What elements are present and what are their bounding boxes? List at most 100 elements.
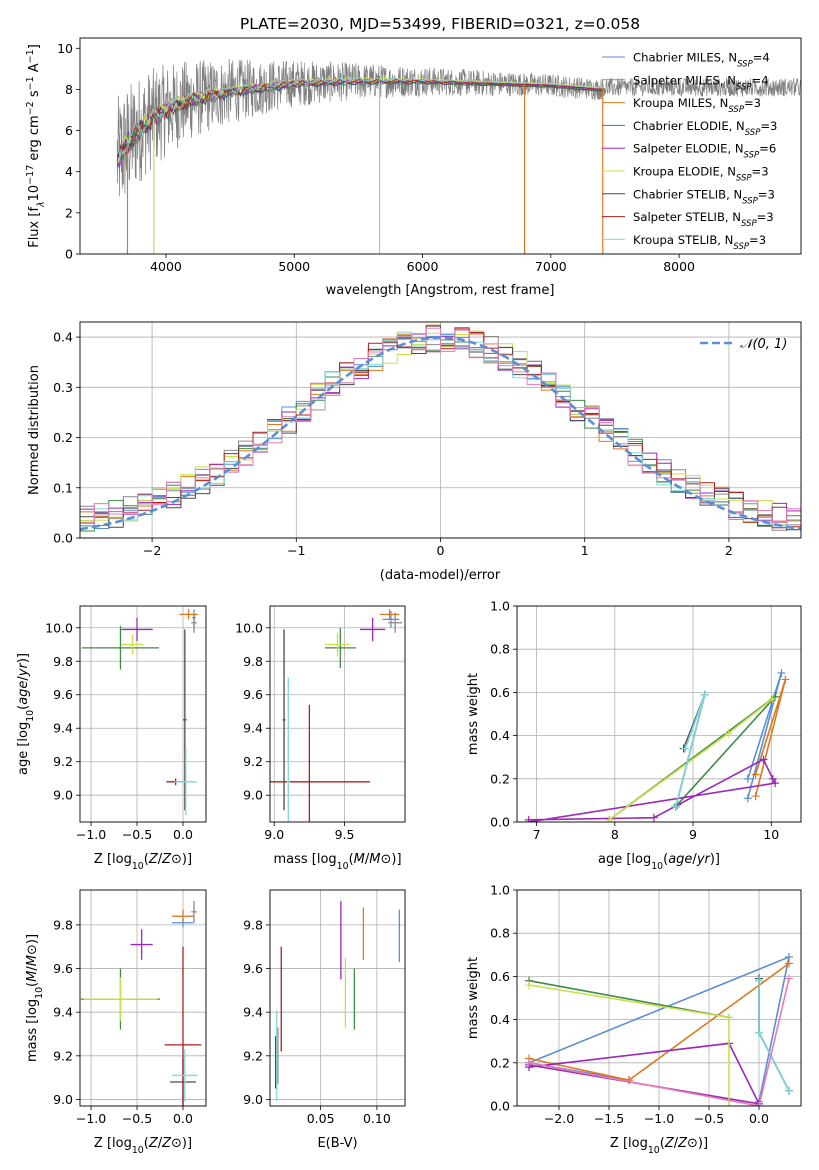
x-tick-label: 0: [437, 543, 445, 558]
panel-age_vs_mass: 9.0 9.5 9.0 9.2 9.4 9.6 9.8 10.0 mass [log10(M/M…: [235, 605, 406, 872]
weight-point-marker: [755, 1028, 763, 1037]
legend-entry: Salpeter ELODIE, NSSP=6: [633, 142, 776, 161]
weight-point-marker: [743, 794, 752, 803]
panel-mass_vs_Z: −1.0 −0.5 0.0 9.0 9.2 9.4 9.6 9.8 Z [log10(Z/Z⊙)…: [25, 889, 207, 1156]
weight-point-marker: [759, 755, 768, 764]
y-tick-label: 0.0: [53, 531, 73, 546]
weight-point-marker: [755, 1102, 763, 1106]
y-tick-label: 0.4: [53, 330, 73, 345]
panel-residual_hist: −2 −1 0 1 2 0.0 0.1 0.2 0.3 0.4 𝒩(0, 1) (data-model…: [27, 321, 802, 583]
y-tick-label: 0.2: [490, 771, 510, 786]
x-axis-label: Z [log10(Z/Z⊙)]: [94, 1136, 192, 1156]
weight-point-marker: [768, 774, 777, 783]
y-tick-label: 0.4: [490, 1012, 510, 1027]
weight-point-marker: [751, 792, 760, 801]
weight-point-marker: [724, 729, 733, 738]
x-tick-label: 6000: [407, 259, 439, 274]
y-axis-label: Normed distribution: [27, 365, 42, 495]
y-tick-label: 9.4: [243, 721, 263, 736]
x-axis-label: age [log10(age/yr)]: [598, 852, 720, 872]
x-tick-label: 7: [533, 827, 541, 842]
y-tick-label: 0.6: [490, 685, 510, 700]
x-tick-label: 9: [689, 827, 697, 842]
y-tick-label: 10.0: [45, 620, 73, 635]
panel-weight_vs_age: 7 8 9 10 0.0 0.2 0.4 0.6 0.8 1.0 age [log10(age/yr…: [466, 599, 802, 872]
y-tick-label: 9.2: [243, 754, 263, 769]
weight-point-marker: [625, 1076, 633, 1085]
y-tick-label: 9.6: [53, 687, 73, 702]
weight-series: [528, 758, 777, 822]
panel-spectrum: 4000 5000 6000 7000 8000 0 2 4 6 8 10 wavelength [A…: [25, 37, 802, 298]
weight-point-marker: [781, 675, 790, 684]
weight-point-marker: [725, 1013, 733, 1022]
x-axis-label: wavelength [Angstrom, rest frame]: [326, 283, 555, 298]
y-tick-label: 0.8: [490, 642, 510, 657]
x-tick-label: −0.5: [694, 1111, 724, 1126]
y-tick-label: 9.4: [53, 1005, 73, 1020]
y-tick-label: 9.0: [53, 788, 73, 803]
weight-point-marker: [771, 779, 780, 788]
x-tick-label: −1.0: [76, 827, 106, 842]
x-tick-label: 2: [725, 543, 733, 558]
plot-area: [80, 900, 202, 1106]
y-tick-label: 9.8: [243, 654, 263, 669]
legend-entry: Chabrier ELODIE, NSSP=3: [633, 119, 777, 138]
axes-frame: [79, 605, 207, 823]
y-tick-label: 0.0: [490, 815, 510, 830]
y-tick-label: 0.0: [490, 1099, 510, 1114]
axes-frame: [79, 889, 207, 1107]
y-tick-label: 10: [57, 41, 73, 56]
y-tick-label: 6: [65, 123, 73, 138]
weight-point-marker: [525, 981, 533, 990]
x-tick-label: 0.10: [363, 1111, 391, 1126]
plot-area: [274, 900, 401, 1102]
x-tick-label: 9.0: [264, 827, 284, 842]
weight-point-marker: [681, 744, 690, 753]
y-tick-label: 2: [65, 205, 73, 220]
legend-entry: Kroupa MILES, NSSP=3: [633, 96, 761, 115]
y-tick-label: 9.2: [53, 754, 73, 769]
legend: Chabrier MILES, NSSP=4 Salpeter MILES, NS…: [602, 51, 777, 252]
y-tick-label: 4: [65, 164, 73, 179]
observed-spectrum: [116, 59, 801, 197]
x-tick-label: −0.5: [122, 827, 152, 842]
x-tick-label: 0.0: [749, 1111, 769, 1126]
normal-reference-curve: [80, 336, 801, 531]
legend-entry: Salpeter MILES, NSSP=4: [633, 73, 769, 92]
y-tick-label: 9.8: [53, 917, 73, 932]
y-tick-label: 9.6: [243, 961, 263, 976]
x-tick-label: −1.0: [76, 1111, 106, 1126]
weight-point-marker: [605, 815, 614, 822]
y-tick-label: 0.3: [53, 380, 73, 395]
y-axis-label: mass [log10(M/M⊙)]: [25, 934, 45, 1062]
x-axis-label: Z [log10(Z/Z⊙)]: [94, 852, 192, 872]
x-tick-label: 8000: [663, 259, 695, 274]
y-tick-label: 1.0: [490, 883, 510, 898]
axes-frame: [269, 889, 406, 1107]
y-tick-label: 9.8: [53, 654, 73, 669]
x-tick-label: 0.05: [307, 1111, 335, 1126]
weight-point-marker: [785, 974, 793, 983]
y-tick-label: 0.2: [53, 430, 73, 445]
x-tick-label: −1.5: [594, 1111, 624, 1126]
x-tick-label: −0.5: [122, 1111, 152, 1126]
weight-point-marker: [524, 818, 533, 822]
weight-point-marker: [785, 959, 793, 968]
weight-series: [528, 978, 790, 1106]
legend-entry: Chabrier MILES, NSSP=4: [633, 51, 770, 70]
x-tick-label: 1: [581, 543, 589, 558]
x-tick-label: 4000: [150, 259, 182, 274]
y-tick-label: 9.0: [53, 1092, 73, 1107]
y-tick-label: 9.4: [243, 1005, 263, 1020]
y-tick-label: 9.4: [53, 721, 73, 736]
y-tick-label: 9.8: [243, 917, 263, 932]
y-tick-label: 9.6: [243, 687, 263, 702]
legend-entry: Salpeter STELIB, NSSP=3: [633, 210, 774, 229]
x-tick-label: −1.0: [644, 1111, 674, 1126]
weight-point-marker: [743, 774, 752, 783]
y-axis-label: mass weight: [466, 673, 481, 755]
axes-frame: [269, 605, 406, 823]
x-tick-label: 9.5: [335, 827, 355, 842]
weight-point-marker: [671, 802, 680, 811]
